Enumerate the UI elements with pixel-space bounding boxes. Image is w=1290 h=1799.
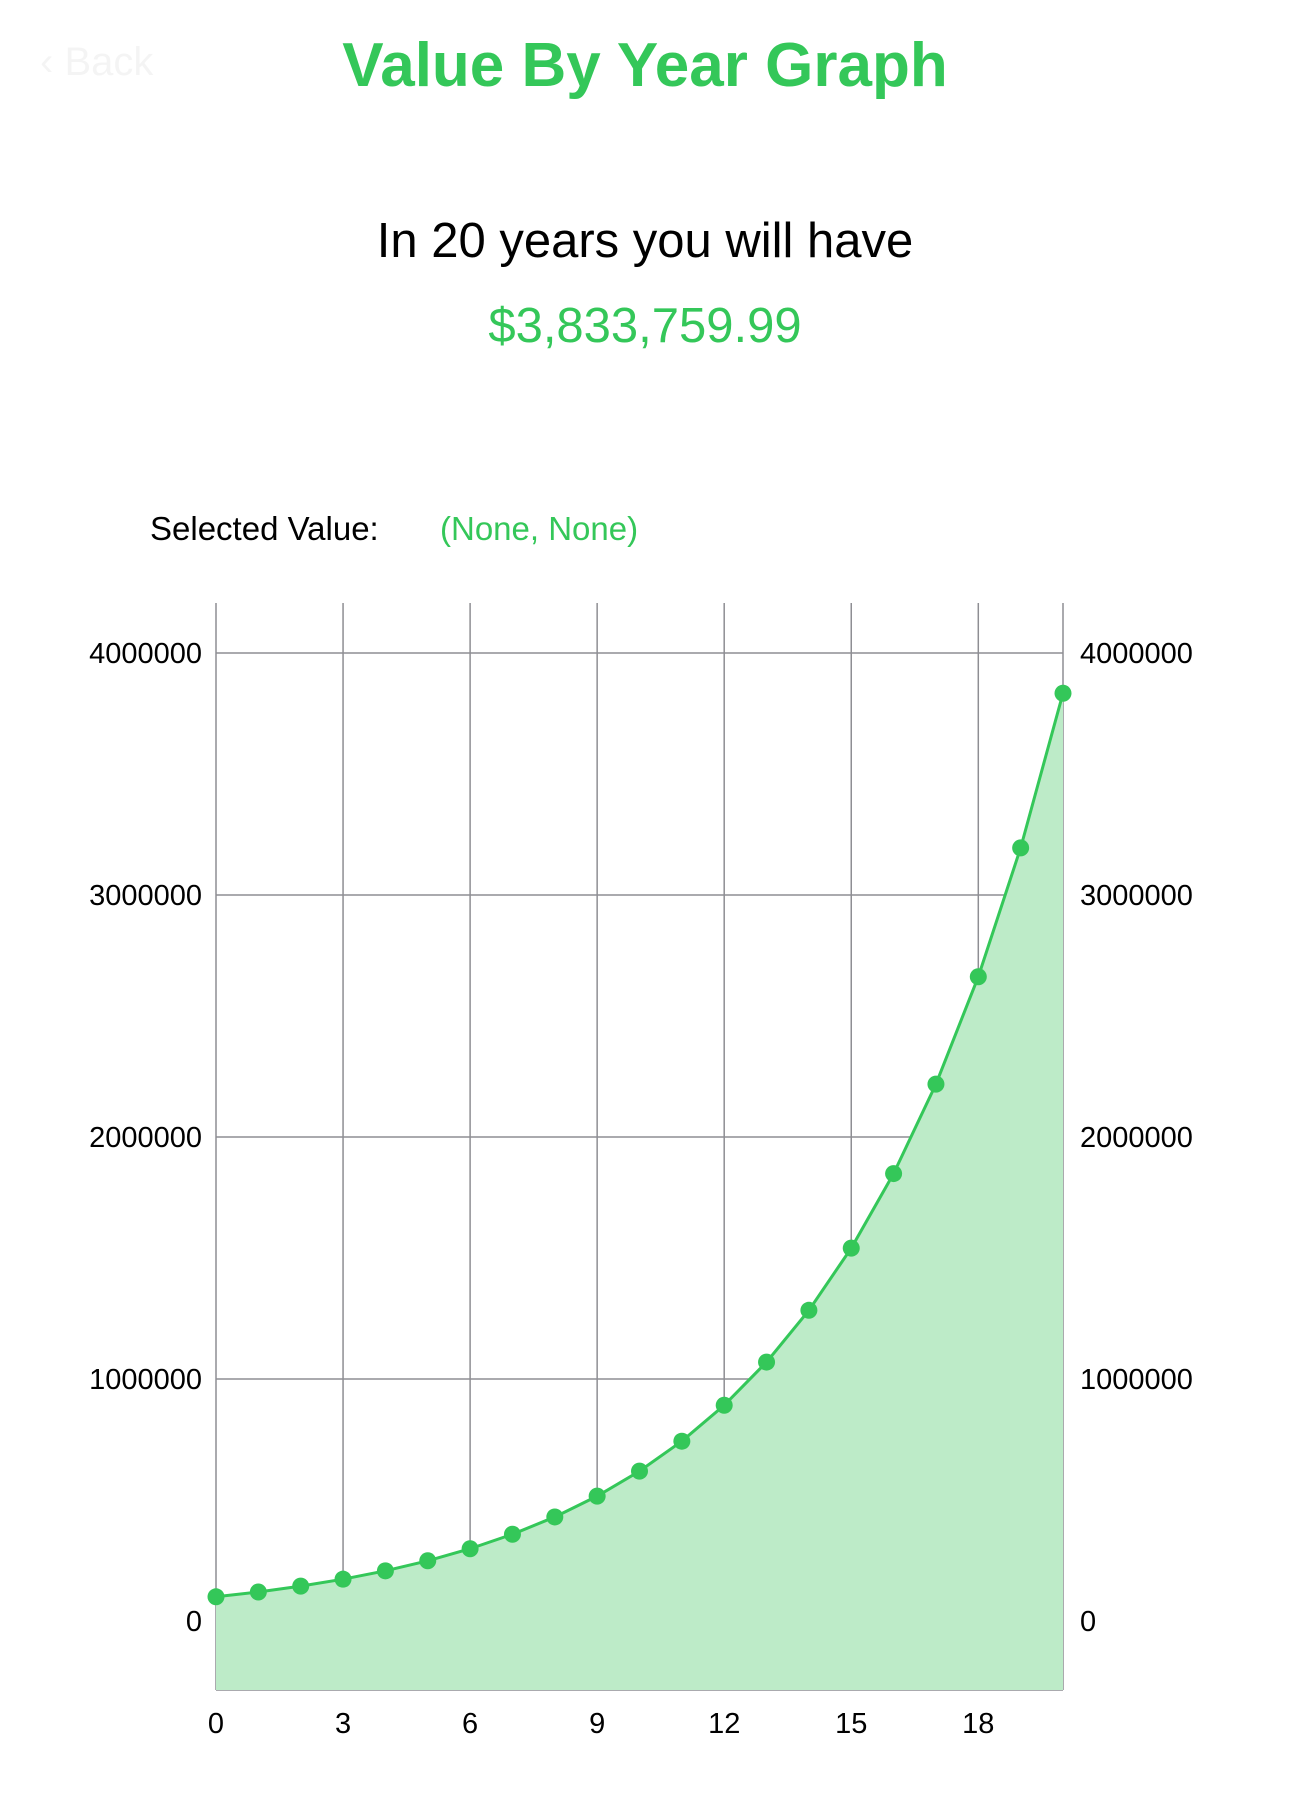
data-point[interactable] <box>419 1552 437 1570</box>
x-tick-label: 6 <box>462 1708 478 1740</box>
data-point[interactable] <box>334 1570 352 1588</box>
y-tick-label-left: 1000000 <box>89 1364 202 1396</box>
area-path <box>216 693 1063 1690</box>
x-tick-label: 12 <box>708 1708 740 1740</box>
x-tick-label: 0 <box>208 1708 224 1740</box>
y-tick-label-right: 3000000 <box>1080 880 1193 912</box>
data-point[interactable] <box>631 1462 648 1480</box>
page-title: Value By Year Graph <box>342 31 948 100</box>
y-tick-label-left: 4000000 <box>89 638 202 670</box>
data-point[interactable] <box>292 1577 310 1595</box>
data-point[interactable] <box>461 1540 479 1558</box>
y-tick-label-right: 2000000 <box>1080 1122 1193 1154</box>
data-point[interactable] <box>1054 684 1072 702</box>
x-tick-label: 18 <box>962 1708 994 1740</box>
data-point[interactable] <box>503 1525 521 1543</box>
data-point[interactable] <box>249 1583 267 1601</box>
data-point[interactable] <box>376 1562 394 1580</box>
y-tick-label-left: 0 <box>186 1606 202 1638</box>
y-tick-label-right: 4000000 <box>1080 638 1193 670</box>
data-point[interactable] <box>885 1165 903 1183</box>
y-tick-label-right: 1000000 <box>1080 1364 1193 1396</box>
x-tick-label: 9 <box>589 1708 605 1740</box>
data-point[interactable] <box>758 1353 776 1371</box>
back-button-label: Back <box>64 40 153 84</box>
area-fill <box>216 693 1063 1690</box>
tick-labels: 0 0 1000000 1000000 2000000 2000000 3000000 300… <box>89 638 1193 1740</box>
selected-value: (None, None) <box>440 510 639 547</box>
data-points[interactable] <box>207 684 1072 1606</box>
data-point[interactable] <box>673 1432 691 1450</box>
data-point[interactable] <box>588 1487 606 1505</box>
data-point[interactable] <box>842 1239 860 1257</box>
data-point[interactable] <box>969 968 987 986</box>
y-tick-label-right: 0 <box>1080 1606 1096 1638</box>
back-button[interactable]: ‹ Back <box>40 40 220 100</box>
value-by-year-chart[interactable]: 0 0 1000000 1000000 2000000 2000000 3000000 300… <box>0 560 1290 1760</box>
chevron-left-icon: ‹ <box>40 40 53 84</box>
projection-headline: In 20 years you will have <box>376 214 914 268</box>
projected-amount: $3,833,759.99 <box>488 299 802 353</box>
x-tick-label: 3 <box>335 1708 351 1740</box>
y-tick-label-left: 2000000 <box>89 1122 202 1154</box>
data-point[interactable] <box>715 1396 733 1414</box>
selected-value-label: Selected Value: <box>150 510 379 547</box>
x-tick-label: 15 <box>835 1708 867 1740</box>
data-point[interactable] <box>1012 839 1030 857</box>
data-point[interactable] <box>546 1508 564 1526</box>
data-point[interactable] <box>800 1301 818 1319</box>
y-tick-label-left: 3000000 <box>89 880 202 912</box>
data-point[interactable] <box>927 1075 945 1093</box>
data-point[interactable] <box>207 1588 225 1606</box>
